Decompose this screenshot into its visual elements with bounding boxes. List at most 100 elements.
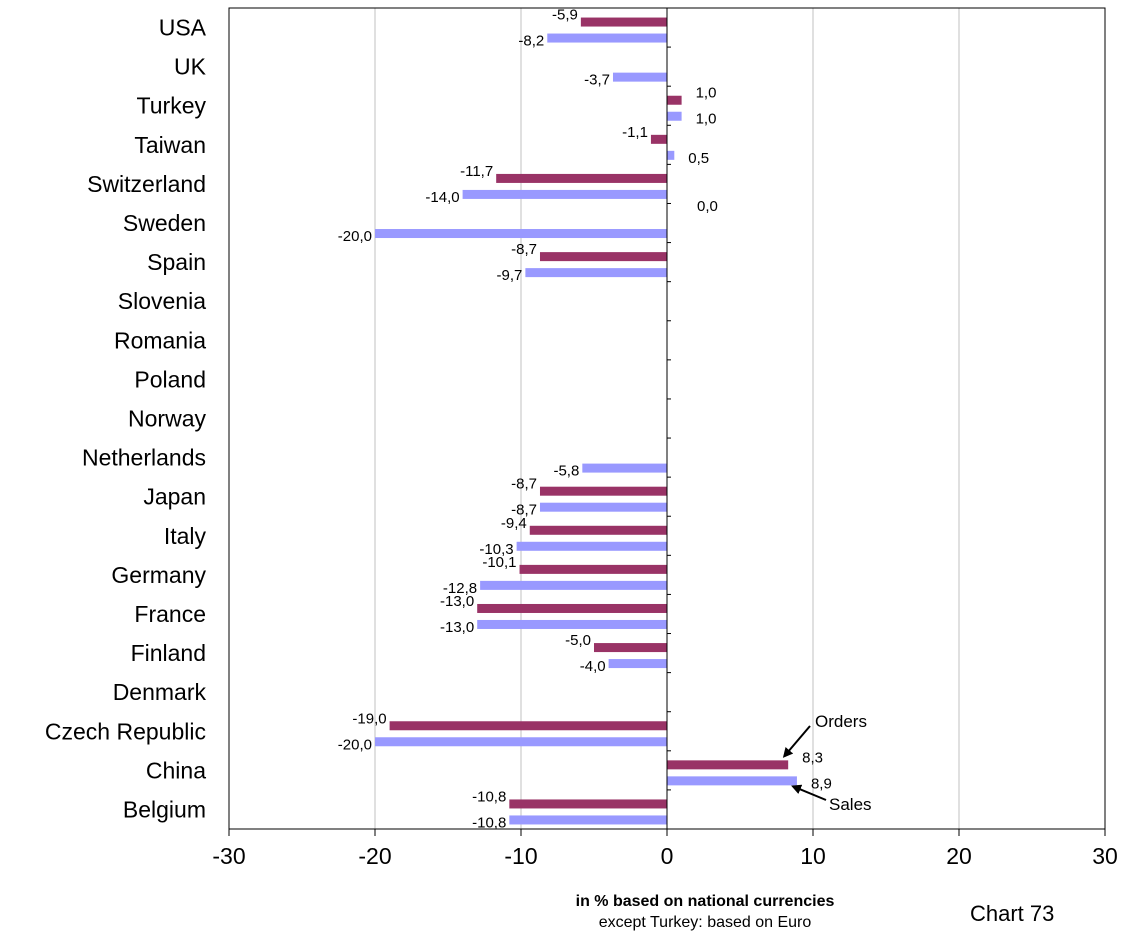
- sales-value-label: -14,0: [425, 189, 459, 206]
- category-label: Denmark: [113, 679, 207, 705]
- category-label: China: [146, 757, 206, 783]
- orders-bar: [389, 721, 667, 731]
- x-axis-sublabel: except Turkey: based on Euro: [598, 914, 812, 931]
- category-label: Japan: [143, 484, 206, 510]
- sales-value-label: -10,8: [472, 814, 506, 831]
- sales-bar: [539, 502, 667, 512]
- annotations: Orders Sales: [782, 712, 872, 814]
- orders-bar: [594, 643, 667, 653]
- category-label: Spain: [147, 249, 206, 275]
- category-label: Poland: [134, 366, 206, 392]
- category-label: Finland: [131, 640, 206, 666]
- category-label: Belgium: [123, 796, 206, 822]
- sales-bar: [667, 111, 682, 121]
- x-axis-label: in % based on national currencies: [575, 893, 835, 910]
- category-label: France: [134, 601, 206, 627]
- x-tick-label: -20: [358, 843, 391, 869]
- orders-bar: [477, 603, 667, 613]
- orders-value-label: -5,9: [552, 7, 578, 24]
- orders-bar: [580, 17, 667, 27]
- orders-value-label: -10,8: [472, 788, 506, 805]
- orders-bar: [667, 95, 682, 105]
- chart-number: Chart 73: [970, 901, 1055, 926]
- category-label: UK: [174, 54, 207, 80]
- orders-value-label: -8,7: [511, 476, 537, 493]
- x-tick-label: -10: [504, 843, 537, 869]
- sales-value-label: -20,0: [338, 736, 372, 753]
- sales-arrow: [791, 784, 827, 801]
- sales-value-label: -10,3: [479, 541, 513, 558]
- x-tick-label: 20: [946, 843, 972, 869]
- orders-bar: [509, 799, 667, 809]
- orders-value-label: -8,7: [511, 241, 537, 258]
- category-label: USA: [159, 15, 207, 41]
- category-label: Switzerland: [87, 171, 206, 197]
- sales-bar: [375, 737, 667, 747]
- category-label: Norway: [128, 406, 206, 432]
- sales-bar: [462, 189, 667, 199]
- sales-bar: [667, 776, 797, 786]
- orders-value-label: -19,0: [352, 710, 386, 727]
- sales-value-label: -9,7: [497, 267, 523, 284]
- category-label: Germany: [111, 562, 206, 588]
- sales-value-label: -8,7: [511, 502, 537, 519]
- orders-value-label: -1,1: [622, 124, 648, 141]
- sales-bar: [667, 150, 675, 160]
- sales-bar: [547, 33, 667, 43]
- grid-lines: [374, 8, 960, 829]
- category-label: Netherlands: [82, 445, 206, 471]
- category-label: Sweden: [123, 210, 206, 236]
- category-label: Slovenia: [118, 288, 206, 314]
- sales-bar: [477, 619, 667, 629]
- orders-bar: [539, 252, 667, 262]
- sales-value-label: -20,0: [338, 228, 372, 245]
- sales-bar: [612, 72, 667, 82]
- category-label: Czech Republic: [45, 718, 206, 744]
- orders-value-label: -5,0: [565, 632, 591, 649]
- orders-value-label: -9,4: [501, 515, 527, 532]
- bars: [375, 17, 797, 825]
- sales-bar: [480, 580, 667, 590]
- orders-value-label: 1,0: [696, 85, 717, 102]
- x-tick-label: 30: [1092, 843, 1118, 869]
- orders-value-label: -11,7: [460, 163, 493, 180]
- orders-bar: [496, 173, 667, 183]
- orders-bar: [539, 486, 667, 496]
- axes: [228, 7, 1106, 836]
- sales-value-label: -8,2: [518, 33, 544, 50]
- sales-value-label: 8,9: [811, 775, 832, 792]
- sales-bar: [525, 268, 667, 278]
- orders-value-label: -13,0: [440, 593, 474, 610]
- orders-value-label: -10,1: [482, 554, 516, 571]
- sales-annotation: Sales: [829, 795, 872, 814]
- orders-value-label: 8,3: [802, 749, 823, 766]
- orders-bar: [519, 564, 667, 574]
- orders-bar: [667, 760, 789, 770]
- sales-value-label: -13,0: [440, 619, 474, 636]
- x-tick-label: -30: [212, 843, 245, 869]
- sales-value-label: -12,8: [443, 580, 477, 597]
- category-label: Turkey: [137, 93, 207, 119]
- orders-annotation: Orders: [815, 712, 867, 731]
- sales-bar: [582, 463, 667, 473]
- orders-bar: [650, 134, 667, 144]
- sales-bar: [516, 541, 667, 551]
- sales-bar: [608, 659, 667, 669]
- orders-arrow: [782, 725, 811, 758]
- category-label: Romania: [114, 327, 206, 353]
- orders-value-label: 0,0: [697, 198, 718, 215]
- orders-bar: [529, 525, 667, 535]
- x-tick-label: 10: [800, 843, 826, 869]
- sales-value-label: -4,0: [580, 658, 606, 675]
- sales-bar: [375, 229, 667, 239]
- labels: -30 -20 -10 0 10 20 30 USA UK Turkey Taiwan Switzer…: [45, 7, 1118, 869]
- sales-value-label: 1,0: [696, 111, 717, 128]
- x-tick-label: 0: [661, 843, 674, 869]
- sales-value-label: -5,8: [553, 463, 579, 480]
- category-label: Italy: [164, 523, 207, 549]
- sales-value-label: -3,7: [584, 72, 610, 89]
- sales-value-label: 0,5: [688, 150, 709, 167]
- sales-bar: [509, 815, 667, 825]
- category-label: Taiwan: [134, 132, 206, 158]
